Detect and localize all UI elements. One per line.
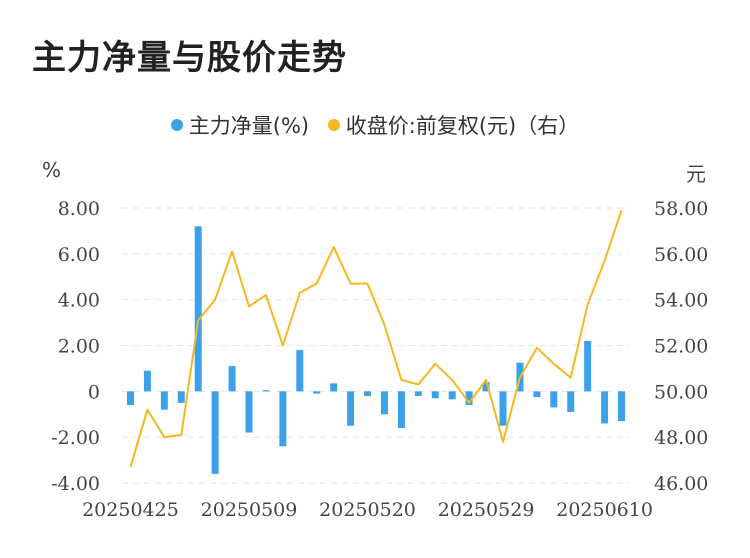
legend-item-net-volume[interactable]: 主力净量(%) bbox=[170, 110, 310, 140]
bar-mark bbox=[465, 391, 473, 406]
bar-mark bbox=[194, 226, 202, 392]
bar-mark bbox=[499, 391, 507, 426]
x-tick-label: 20250425 bbox=[82, 499, 179, 521]
bar-mark bbox=[262, 390, 270, 392]
left-tick-label: 8.00 bbox=[58, 198, 100, 220]
x-tick-label: 20250509 bbox=[201, 499, 298, 521]
bar-mark bbox=[380, 391, 388, 415]
bar-mark bbox=[143, 370, 151, 392]
bar-mark bbox=[177, 391, 185, 403]
left-tick-label: 6.00 bbox=[58, 244, 100, 266]
x-tick-label: 20250610 bbox=[556, 499, 653, 521]
bar-mark bbox=[601, 391, 609, 424]
right-tick-label: 56.00 bbox=[654, 244, 708, 266]
bar-mark bbox=[347, 391, 355, 426]
right-tick-label: 48.00 bbox=[654, 427, 708, 449]
bar-mark bbox=[431, 391, 439, 399]
right-tick-label: 54.00 bbox=[654, 290, 708, 312]
chart-title: 主力净量与股价走势 bbox=[32, 38, 347, 78]
legend-dot-icon-yellow bbox=[327, 119, 340, 131]
right-axis-unit: 元 bbox=[686, 162, 706, 186]
bar-mark bbox=[296, 350, 304, 392]
bar-mark bbox=[448, 391, 456, 400]
price-line bbox=[129, 209, 623, 468]
left-tick-label: 0 bbox=[88, 381, 100, 403]
left-tick-label: 4.00 bbox=[58, 290, 100, 312]
x-tick-label: 20250529 bbox=[438, 499, 535, 521]
bar-mark bbox=[584, 340, 592, 392]
x-tick-label: 20250520 bbox=[319, 499, 416, 521]
legend: 主力净量(%) 收盘价:前复权(元)（右） bbox=[0, 110, 750, 140]
bar-mark bbox=[482, 382, 490, 392]
bar-mark bbox=[211, 391, 219, 474]
bar-mark bbox=[126, 391, 134, 406]
bar-mark bbox=[330, 383, 338, 392]
right-tick-label: 46.00 bbox=[654, 473, 708, 495]
bar-mark bbox=[533, 391, 541, 398]
bar-mark bbox=[397, 391, 405, 428]
bar-mark bbox=[313, 391, 321, 394]
bar-mark bbox=[279, 391, 287, 447]
left-tick-label: -2.00 bbox=[51, 427, 100, 449]
bar-mark bbox=[364, 391, 372, 396]
legend-item-close-price[interactable]: 收盘价:前复权(元)（右） bbox=[327, 110, 580, 140]
bar-mark bbox=[550, 391, 558, 408]
bar-mark bbox=[228, 366, 236, 392]
legend-dot-icon-blue bbox=[170, 119, 183, 131]
right-tick-label: 52.00 bbox=[654, 336, 708, 358]
left-tick-label: -4.00 bbox=[51, 473, 100, 495]
legend-label-close-price: 收盘价:前复权(元)（右） bbox=[345, 114, 580, 138]
right-tick-label: 58.00 bbox=[654, 198, 708, 220]
legend-label-net-volume: 主力净量(%) bbox=[188, 114, 310, 138]
bar-mark bbox=[245, 391, 253, 433]
bar-mark bbox=[618, 391, 626, 422]
right-tick-label: 50.00 bbox=[654, 381, 708, 403]
left-tick-label: 2.00 bbox=[58, 336, 100, 358]
bar-mark bbox=[567, 391, 575, 412]
left-axis-unit: % bbox=[42, 158, 62, 182]
bar-mark bbox=[414, 391, 422, 396]
bar-mark bbox=[160, 391, 168, 410]
